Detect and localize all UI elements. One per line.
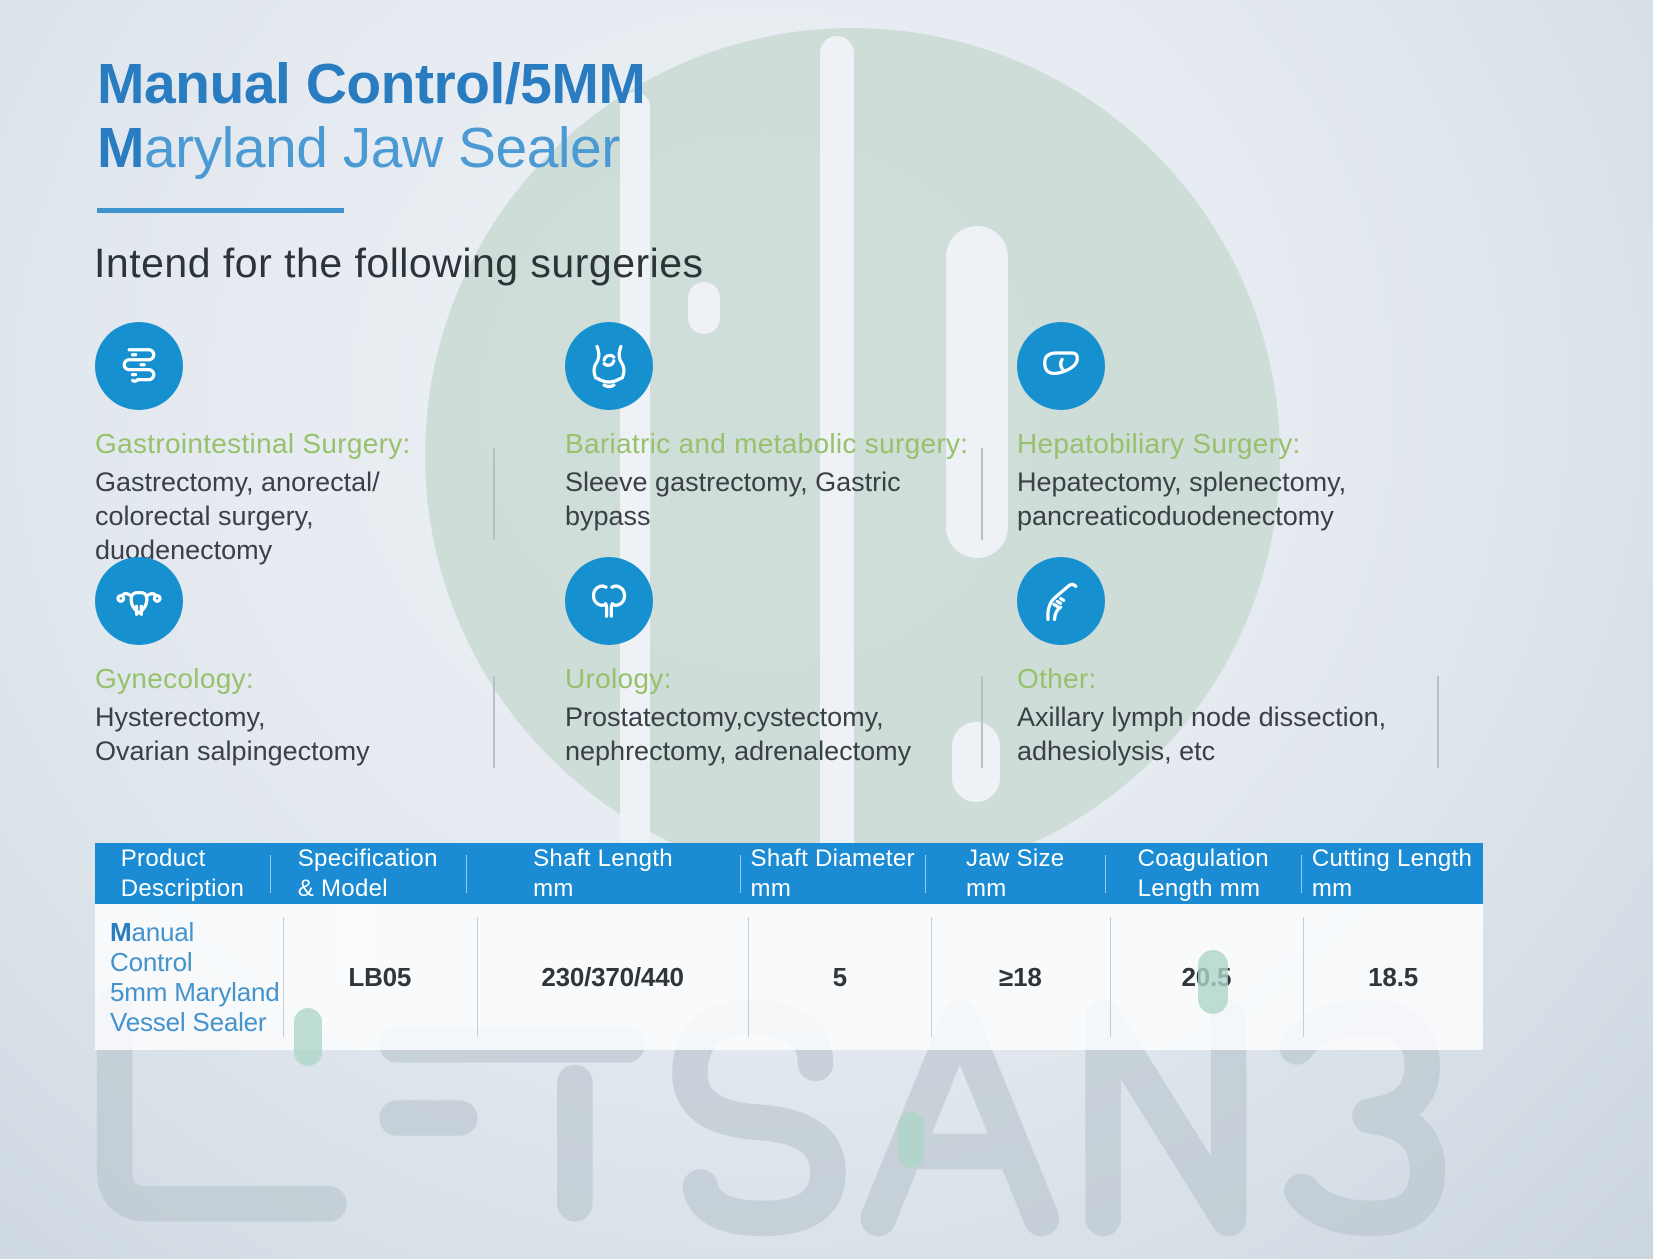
surgery-description: Gastrectomy, anorectal/ colorectal surge… [95,467,380,565]
header-coagulation-length: Coagulation Length mm [1105,843,1301,904]
title-line2-rest: aryland Jaw Sealer [143,116,620,180]
column-divider [493,448,495,540]
background-bar [946,226,1008,558]
surgery-description: Axillary lymph node dissection, adhesiol… [1017,702,1387,766]
surgery-item-urology: Urology: Prostatectomy,cystectomy, nephr… [565,557,1017,768]
title-underline [97,208,344,213]
page-title-line1: Manual Control/5MM [97,52,646,116]
page-title-line2: Maryland Jaw Sealer [97,116,645,180]
surgery-description: Sleeve gastrectomy, Gastric bypass [565,467,901,531]
surgery-description: Hysterectomy, Ovarian salpingectomy [95,702,370,766]
surgery-item-bariatric: Bariatric and metabolic surgery: Sleeve … [565,322,1017,533]
surgery-item-gastrointestinal: Gastrointestinal Surgery: Gastrectomy, a… [95,322,547,567]
column-divider [1437,676,1439,768]
section-subtitle: Intend for the following surgeries [94,240,704,286]
title-initial: M [97,116,144,180]
teal-accent-pill [294,1008,322,1066]
spec-table-header: Product Description Specification & Mode… [95,843,1483,904]
surgery-heading: Other: [1017,663,1097,694]
header-shaft-length: Shaft Length mm [466,843,741,904]
column-divider [981,448,983,540]
surgery-item-gynecology: Gynecology: Hysterectomy, Ovarian salpin… [95,557,547,768]
surgery-heading: Urology: [565,663,672,694]
column-divider [493,676,495,768]
surgery-item-other: Other: Axillary lymph node dissection, a… [1017,557,1469,768]
cell-product-description: Manual Control 5mm Maryland Vessel Seale… [110,917,280,1037]
surgery-description: Prostatectomy,cystectomy, nephrectomy, a… [565,702,912,766]
table-row: Manual Control 5mm Maryland Vessel Seale… [95,904,1483,1050]
cell-cutting-length: 18.5 [1303,904,1483,1050]
stomach-waist-icon [565,322,653,410]
header-specification-model: Specification & Model [270,843,466,904]
header-cutting-length: Cutting Length mm [1301,843,1483,904]
background-bar [620,92,650,850]
cell-specification-model: LB05 [283,904,477,1050]
cell-shaft-diameter: 5 [748,904,931,1050]
background-bar [820,36,854,860]
liver-icon [1017,322,1105,410]
surgery-heading: Bariatric and metabolic surgery: [565,428,969,459]
background-pill [952,722,1000,802]
surgery-item-hepatobiliary: Hepatobiliary Surgery: Hepatectomy, sple… [1017,322,1469,533]
header-jaw-size: Jaw Size mm [925,843,1105,904]
surgery-heading: Hepatobiliary Surgery: [1017,428,1301,459]
surgery-heading: Gastrointestinal Surgery: [95,428,411,459]
teal-accent-pill [898,1112,924,1168]
header-product-description: Product Description [120,844,245,902]
teal-accent-pill [1198,950,1228,1014]
background-pill [688,282,720,334]
uterus-icon [95,557,183,645]
column-divider [981,676,983,768]
cell-shaft-length: 230/370/440 [477,904,749,1050]
intestine-icon [95,322,183,410]
cell-jaw-size: ≥18 [931,904,1110,1050]
page-title: Manual Control/5MM Maryland Jaw Sealer [97,52,646,180]
kidneys-icon [565,557,653,645]
specification-table: Product Description Specification & Mode… [95,843,1483,1050]
header-shaft-diameter: Shaft Diameter mm [740,843,925,904]
surgery-heading: Gynecology: [95,663,254,694]
surgery-description: Hepatectomy, splenectomy, pancreaticoduo… [1017,467,1347,531]
armpit-icon [1017,557,1105,645]
